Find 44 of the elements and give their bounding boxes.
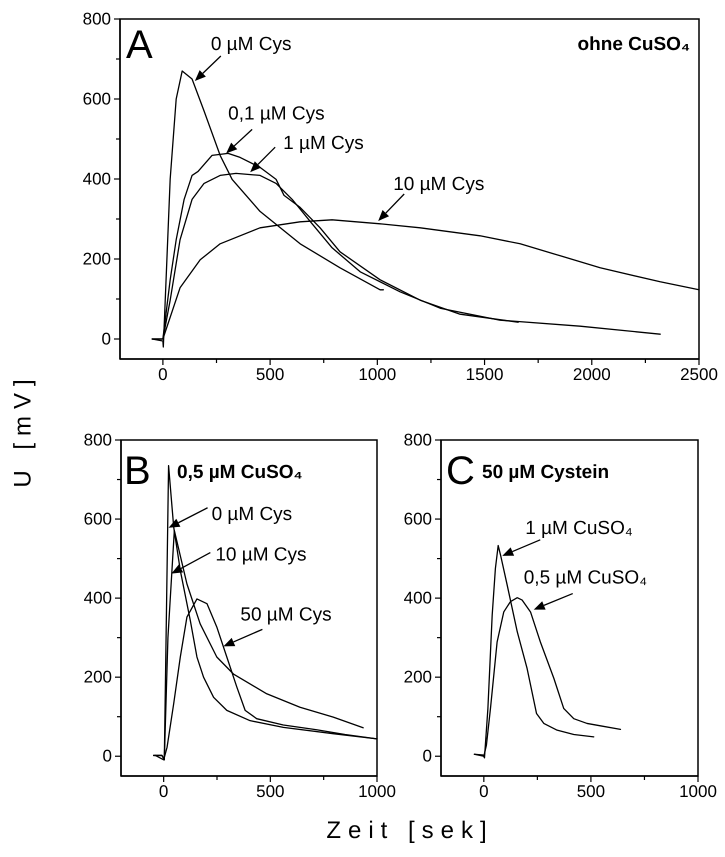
y-tick-label: 200	[84, 668, 112, 687]
y-tick-label: 0	[102, 329, 111, 348]
x-tick-label: 1500	[466, 365, 504, 384]
x-tick-label: 2500	[680, 365, 718, 384]
y-tick-label: 800	[404, 430, 432, 450]
text: 0,5 µM CuSO₄	[177, 462, 303, 483]
y-tick-label: 600	[404, 510, 432, 528]
annotation: 10 µM Cys	[215, 544, 307, 566]
annotation: 0 µM Cys	[212, 504, 292, 525]
annotation: 0,5 µM CuSO₄	[524, 568, 648, 589]
x-tick-label: 500	[576, 782, 606, 802]
y-tick-label: 0	[422, 746, 432, 766]
x-tick-label: 0	[479, 782, 489, 802]
annotation: 0,1 µM Cys	[228, 103, 325, 124]
x-tick-label: 1000	[358, 365, 396, 384]
y-tick-label: 0	[102, 746, 112, 766]
y-tick-label: 400	[404, 588, 432, 608]
x-tick-label: 0	[158, 782, 168, 802]
y-tick-label: 600	[82, 89, 111, 108]
annotation: 1 µM CuSO₄	[525, 518, 633, 539]
y-tick-label: 200	[404, 668, 432, 687]
y-tick-label: 800	[84, 430, 112, 450]
text: ohne CuSO₄	[578, 34, 690, 55]
y-tick-label: 400	[84, 588, 112, 608]
annotation: 0 µM Cys	[210, 34, 292, 55]
text: 50 µM Cystein	[482, 462, 610, 483]
annotation: 50 µM Cys	[240, 604, 332, 626]
y-tick-label: 800	[82, 9, 111, 28]
annotation: A	[126, 23, 153, 67]
y-tick-label: 200	[82, 249, 111, 268]
annotation: B	[124, 449, 151, 493]
annotation: 10 µM Cys	[393, 174, 484, 195]
y-tick-label: 600	[84, 510, 112, 528]
x-axis-title: Zeit [sek]	[326, 817, 494, 844]
annotation: 1 µM Cys	[283, 133, 364, 154]
x-tick-label: 2000	[572, 365, 611, 384]
annotation: C	[446, 449, 475, 493]
x-tick-label: 0	[158, 365, 168, 384]
y-tick-label: 400	[82, 169, 111, 188]
x-tick-label: 1000	[358, 782, 396, 802]
x-tick-label: 500	[256, 782, 285, 802]
x-tick-label: 500	[256, 365, 284, 384]
y-axis-title: U [mV]	[9, 372, 36, 488]
x-tick-label: 1000	[679, 782, 717, 802]
